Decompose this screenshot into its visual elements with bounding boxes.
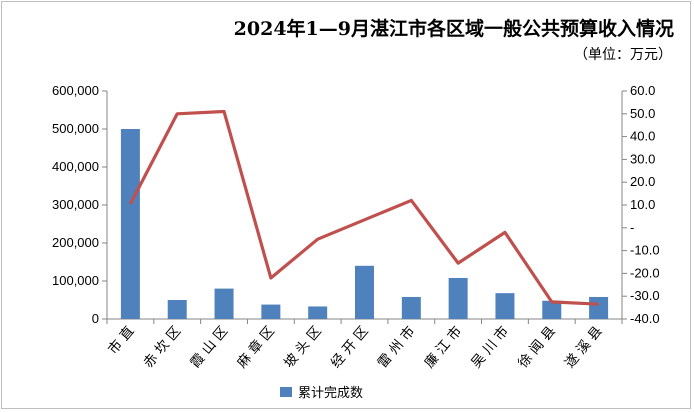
bar (120, 129, 140, 319)
left-tick-label: 400,000 (52, 159, 99, 174)
right-tick-label: 10.0 (630, 197, 655, 212)
right-tick-label: 20.0 (630, 174, 655, 189)
category-label: 赤 坎 区 (140, 323, 184, 371)
category-label: 麻 章 区 (233, 323, 278, 372)
left-tick-label: 100,000 (52, 273, 99, 288)
bar (448, 277, 468, 319)
chart-title: 2024年1—9月湛江市各区域一般公共预算收入情况 (233, 18, 674, 40)
bar (495, 293, 515, 319)
left-tick-label: 500,000 (52, 121, 99, 136)
right-tick-label: 30.0 (630, 151, 655, 166)
left-tick-label: 200,000 (52, 235, 99, 250)
left-tick-label: 300,000 (52, 197, 99, 212)
bar-series (120, 129, 609, 319)
category-label: 徐 闻 县 (515, 323, 559, 371)
right-tick-label: -40.0 (630, 311, 660, 326)
category-label: 吴 川 市 (467, 323, 512, 372)
right-tick-label: -10.0 (630, 243, 660, 258)
category-label: 经 开 区 (328, 323, 372, 371)
category-label: 雷 州 市 (374, 323, 419, 372)
bar (401, 296, 421, 319)
bar (589, 296, 609, 319)
category-label: 遂 溪 县 (562, 323, 606, 371)
right-tick-label: 40.0 (630, 129, 655, 144)
line-series (128, 109, 599, 306)
bar (542, 300, 562, 319)
left-tick-label: 0 (92, 311, 99, 326)
bar (167, 300, 187, 319)
category-label: 市 直 (104, 323, 137, 358)
right-tick-label: - (630, 220, 634, 235)
bar (308, 306, 328, 319)
bar (214, 288, 234, 319)
category-label: 廉 江 市 (421, 323, 466, 372)
bar (261, 304, 281, 319)
bar (355, 265, 374, 319)
right-tick-label: -30.0 (630, 288, 660, 303)
legend-label: 累计完成数 (298, 386, 363, 401)
category-labels: 市 直赤 坎 区霞 山 区麻 章 区坡 头 区经 开 区雷 州 市廉 江 市吴 … (104, 323, 605, 372)
legend: 累计完成数 (280, 386, 363, 401)
right-tick-label: -20.0 (630, 265, 660, 280)
left-tick-label: 600,000 (52, 83, 99, 98)
category-label: 坡 头 区 (281, 323, 325, 371)
legend-swatch (280, 387, 292, 397)
right-tick-label: 60.0 (630, 83, 655, 98)
chart-unit: （单位：万元） (574, 47, 672, 63)
right-tick-label: 50.0 (630, 106, 655, 121)
growth-line (128, 109, 599, 306)
category-label: 霞 山 区 (187, 323, 231, 371)
